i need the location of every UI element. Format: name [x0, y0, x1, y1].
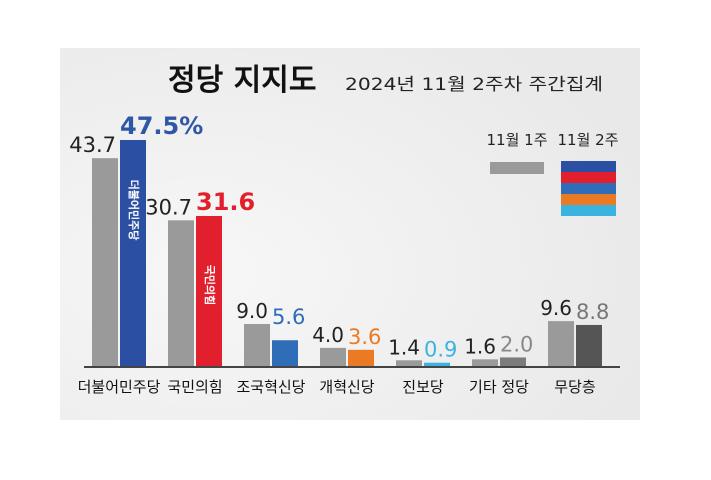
- bar-11월 2주: [424, 362, 450, 367]
- data-label: 31.6: [196, 188, 255, 216]
- bar-11월 2주: [196, 215, 222, 367]
- bar-11월 2주: [500, 357, 526, 367]
- bar-11월 2주: [348, 349, 374, 367]
- x-tick-label: 진보당: [402, 378, 444, 396]
- data-label: 43.7: [69, 133, 116, 157]
- chart-subtitle: 2024년 11월 2주차 주간집계: [345, 75, 603, 95]
- data-label: 47.5%: [120, 112, 203, 140]
- x-axis-labels: 더불어민주당 국민의힘 조국혁신당 개혁신당 진보당 기타 정당 무당층: [78, 378, 596, 396]
- data-label: 4.0: [312, 323, 344, 347]
- bar-11월 2주: [576, 324, 602, 367]
- legend-label: 11월 2주: [558, 131, 619, 149]
- data-label: 0.9: [424, 338, 457, 362]
- bar-11월 2주: [120, 140, 146, 367]
- bar-11월 1주: [548, 321, 574, 367]
- bar-11월 1주: [396, 360, 422, 367]
- bar-11월 1주: [168, 220, 194, 367]
- legend-label: 11월 1주: [487, 131, 548, 149]
- data-label: 5.6: [272, 305, 305, 329]
- legend-swatch: [561, 161, 616, 172]
- data-label: 30.7: [145, 195, 192, 219]
- chart-title: 정당 지지도: [168, 63, 316, 98]
- legend-swatch: [561, 194, 616, 205]
- data-label: 3.6: [348, 325, 381, 349]
- bars: 43.747.5% 더불어민주당 30.7 31.6 국민의힘 9.0 5.6 4.0 3.6 1…: [69, 112, 609, 367]
- x-tick-label: 국민의힘: [167, 378, 222, 396]
- x-tick-label: 조국혁신당: [236, 378, 305, 396]
- bar-11월 2주: [272, 340, 298, 367]
- x-tick-label: 기타 정당: [469, 378, 529, 396]
- bar-11월 1주: [320, 347, 346, 367]
- party-logo-text: 더불어민주당: [127, 180, 141, 241]
- bar-11월 1주: [92, 158, 118, 367]
- legend-swatch: [490, 162, 544, 174]
- legend-swatch: [561, 183, 616, 194]
- x-tick-label: 무당층: [554, 378, 595, 396]
- data-label: 9.0: [236, 299, 268, 323]
- legend-swatch: [561, 172, 616, 183]
- data-label: 2.0: [500, 332, 533, 356]
- party-logo-text: 국민의힘: [203, 265, 217, 305]
- data-label: 1.4: [388, 335, 420, 359]
- bar-11월 1주: [472, 359, 498, 367]
- bar-11월 1주: [244, 323, 270, 367]
- legend-swatch: [561, 205, 616, 216]
- data-label: 1.6: [464, 334, 496, 358]
- legend: 11월 1주 11월 2주: [487, 131, 619, 216]
- data-label: 8.8: [576, 300, 609, 324]
- data-label: 9.6: [540, 296, 572, 320]
- x-tick-label: 개혁신당: [319, 378, 374, 396]
- x-tick-label: 더불어민주당: [78, 378, 161, 396]
